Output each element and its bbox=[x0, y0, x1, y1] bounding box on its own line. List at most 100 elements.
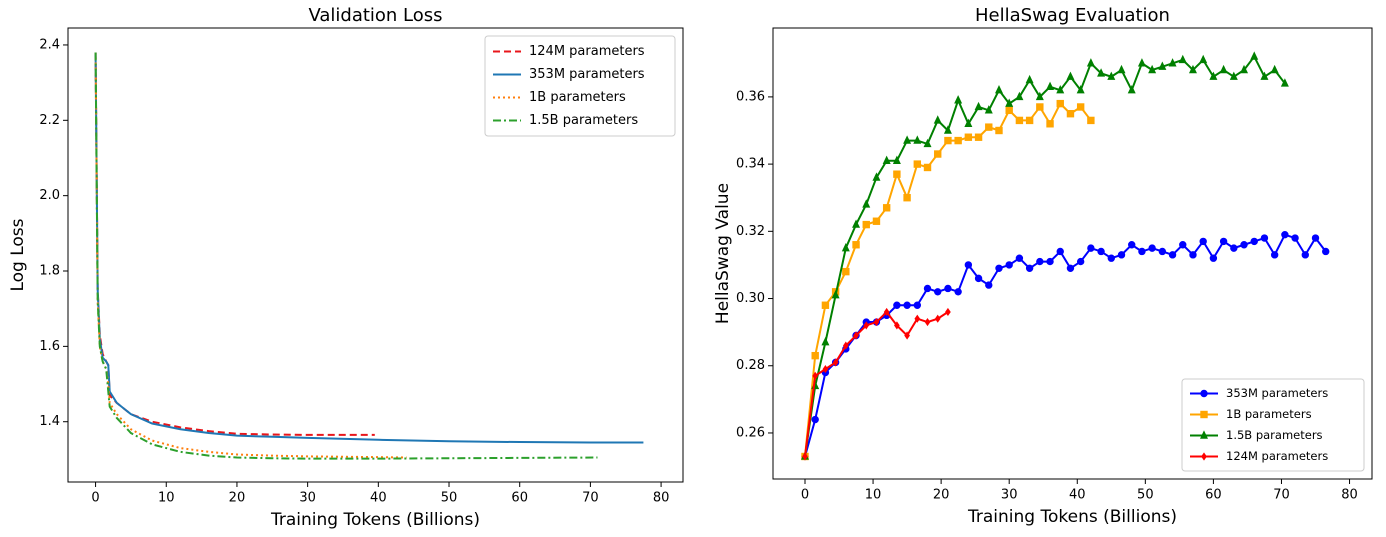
marker bbox=[1015, 254, 1024, 262]
marker bbox=[1025, 74, 1034, 84]
marker bbox=[1025, 264, 1034, 272]
marker bbox=[882, 155, 891, 164]
marker bbox=[863, 321, 870, 330]
marker bbox=[994, 85, 1003, 94]
marker bbox=[811, 351, 819, 360]
marker bbox=[882, 204, 891, 212]
marker bbox=[1066, 71, 1075, 80]
marker bbox=[914, 314, 921, 323]
marker bbox=[852, 219, 861, 228]
marker bbox=[894, 321, 900, 330]
marker bbox=[1137, 58, 1146, 67]
marker bbox=[893, 301, 901, 309]
marker bbox=[934, 314, 941, 323]
marker bbox=[904, 331, 910, 340]
marker bbox=[1005, 106, 1013, 115]
x-tick-label: 20 bbox=[933, 488, 950, 503]
marker bbox=[923, 284, 932, 293]
marker bbox=[1189, 251, 1197, 259]
y-tick-label: 0.32 bbox=[736, 224, 765, 239]
x-tick-label: 70 bbox=[582, 491, 599, 506]
marker bbox=[923, 163, 932, 172]
marker bbox=[954, 136, 962, 145]
marker bbox=[802, 452, 808, 461]
marker bbox=[1148, 244, 1156, 252]
marker bbox=[1260, 234, 1269, 242]
marker bbox=[944, 136, 952, 145]
marker bbox=[1087, 244, 1095, 252]
marker bbox=[1200, 410, 1208, 419]
y-tick-label: 1.8 bbox=[39, 264, 60, 279]
marker bbox=[1107, 71, 1116, 80]
y-axis-label: Log Loss bbox=[8, 218, 28, 291]
marker bbox=[1270, 64, 1279, 74]
marker bbox=[964, 133, 973, 141]
series-line bbox=[94, 52, 375, 436]
x-axis-label: Training Tokens (Billions) bbox=[967, 507, 1177, 527]
chart-title: Validation Loss bbox=[308, 5, 442, 26]
marker bbox=[945, 307, 951, 317]
series-group bbox=[800, 51, 1330, 461]
marker bbox=[1025, 116, 1034, 125]
x-axis-label: Training Tokens (Billions) bbox=[270, 510, 480, 530]
marker bbox=[974, 101, 983, 111]
marker bbox=[954, 288, 962, 296]
y-tick-label: 0.28 bbox=[736, 358, 765, 373]
marker bbox=[1188, 64, 1197, 74]
marker bbox=[1229, 71, 1238, 80]
x-tick-label: 60 bbox=[511, 491, 528, 506]
marker bbox=[1005, 261, 1013, 269]
marker bbox=[995, 264, 1003, 272]
marker bbox=[985, 123, 993, 131]
marker bbox=[1200, 389, 1208, 398]
x-tick-label: 70 bbox=[1273, 488, 1290, 503]
marker bbox=[1178, 54, 1187, 64]
marker bbox=[1066, 264, 1075, 272]
marker bbox=[1005, 98, 1014, 107]
x-tick-label: 80 bbox=[653, 491, 670, 506]
x-tick-label: 0 bbox=[91, 491, 99, 506]
marker bbox=[1046, 257, 1054, 266]
marker bbox=[1311, 234, 1320, 242]
marker bbox=[862, 220, 870, 229]
legend-label: 124M parameters bbox=[529, 44, 645, 59]
y-tick-label: 2.0 bbox=[39, 188, 60, 203]
marker bbox=[1076, 257, 1085, 266]
marker bbox=[1209, 254, 1218, 262]
marker bbox=[944, 284, 952, 293]
marker bbox=[954, 95, 963, 104]
legend-label: 1B parameters bbox=[529, 90, 626, 105]
marker bbox=[841, 242, 850, 252]
marker bbox=[1200, 430, 1208, 439]
marker bbox=[1076, 85, 1085, 94]
marker bbox=[893, 170, 901, 178]
marker bbox=[984, 105, 993, 114]
marker bbox=[934, 288, 942, 296]
plot: Validation Loss Training Tokens (Billions… bbox=[8, 5, 684, 530]
marker bbox=[1087, 116, 1095, 125]
marker bbox=[1158, 247, 1167, 256]
series-line bbox=[94, 52, 598, 460]
marker bbox=[1117, 251, 1126, 259]
marker bbox=[1201, 452, 1207, 461]
marker bbox=[822, 365, 829, 374]
x-tick-label: 10 bbox=[158, 491, 175, 506]
x-tick-label: 0 bbox=[801, 488, 809, 503]
marker bbox=[1015, 116, 1024, 125]
marker bbox=[1056, 85, 1065, 94]
marker bbox=[1179, 241, 1187, 249]
marker bbox=[1209, 71, 1218, 80]
marker bbox=[903, 194, 911, 202]
y-tick-label: 0.30 bbox=[736, 291, 765, 306]
x-tick-label: 30 bbox=[299, 491, 316, 506]
marker bbox=[1117, 64, 1126, 74]
marker bbox=[1046, 81, 1055, 91]
marker bbox=[821, 301, 830, 309]
marker bbox=[943, 125, 952, 134]
marker bbox=[812, 371, 819, 380]
series-line bbox=[94, 52, 407, 459]
y-tick-label: 2.2 bbox=[39, 113, 60, 128]
marker bbox=[883, 307, 890, 317]
marker bbox=[903, 301, 911, 309]
